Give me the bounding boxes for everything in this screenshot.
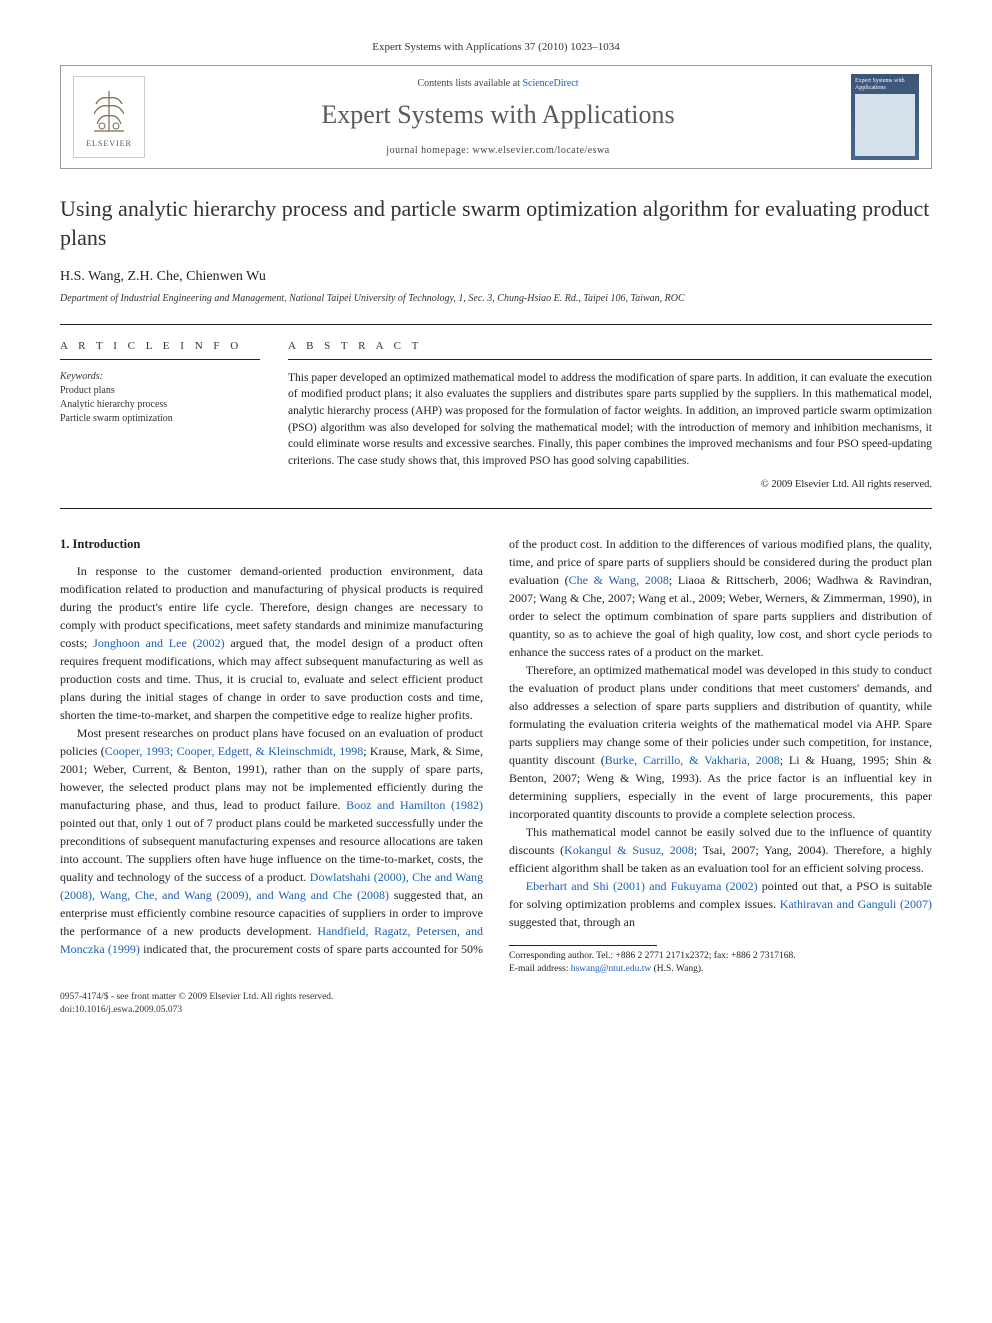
elsevier-logo: ELSEVIER: [73, 76, 145, 158]
abstract-column: A B S T R A C T This paper developed an …: [288, 339, 932, 492]
ref-link[interactable]: Burke, Carrillo, & Vakharia, 2008: [605, 753, 780, 767]
abstract-heading: A B S T R A C T: [288, 339, 932, 359]
keyword: Product plans: [60, 384, 260, 398]
affiliation: Department of Industrial Engineering and…: [60, 292, 932, 306]
keywords-label: Keywords:: [60, 370, 260, 384]
cover-thumb-body: [855, 94, 915, 157]
elsevier-tree-icon: [84, 86, 134, 136]
email-link[interactable]: hswang@ntut.edu.tw: [571, 964, 652, 974]
elsevier-label: ELSEVIER: [86, 138, 132, 149]
authors: H.S. Wang, Z.H. Che, Chienwen Wu: [60, 267, 932, 287]
keyword: Particle swarm optimization: [60, 412, 260, 426]
journal-header: ELSEVIER Contents lists available at Sci…: [60, 65, 932, 169]
ref-link[interactable]: Cooper, 1993; Cooper, Edgett, & Kleinsch…: [105, 744, 364, 758]
contents-prefix: Contents lists available at: [417, 78, 522, 89]
body-columns: 1. Introduction In response to the custo…: [60, 535, 932, 975]
intro-paragraph-4: This mathematical model cannot be easily…: [509, 823, 932, 877]
front-matter: 0957-4174/$ - see front matter © 2009 El…: [60, 991, 333, 1004]
doi: doi:10.1016/j.eswa.2009.05.073: [60, 1004, 333, 1017]
article-info-column: A R T I C L E I N F O Keywords: Product …: [60, 339, 260, 492]
footnote-separator: [509, 945, 657, 946]
intro-paragraph-1: In response to the customer demand-orien…: [60, 562, 483, 724]
email-suffix: (H.S. Wang).: [651, 964, 703, 974]
sciencedirect-link[interactable]: ScienceDirect: [522, 78, 578, 89]
page-footer: 0957-4174/$ - see front matter © 2009 El…: [60, 991, 932, 1018]
journal-cover-thumb: Expert Systems with Applications: [851, 74, 919, 160]
abstract-copyright: © 2009 Elsevier Ltd. All rights reserved…: [288, 478, 932, 493]
p4a: Therefore, an optimized mathematical mod…: [509, 663, 932, 767]
section-1-heading: 1. Introduction: [60, 535, 483, 554]
intro-paragraph-3: Therefore, an optimized mathematical mod…: [509, 661, 932, 823]
homepage-url: www.elsevier.com/locate/eswa: [473, 145, 610, 156]
p6b: suggested that, through an: [509, 915, 635, 929]
intro-paragraph-5: Eberhart and Shi (2001) and Fukuyama (20…: [509, 877, 932, 931]
ref-link[interactable]: Kokangul & Susuz, 2008: [564, 843, 694, 857]
footer-left: 0957-4174/$ - see front matter © 2009 El…: [60, 991, 333, 1018]
corresponding-author-footnote: Corresponding author. Tel.: +886 2 2771 …: [509, 950, 932, 975]
ref-link[interactable]: Eberhart and Shi (2001) and Fukuyama (20…: [526, 879, 758, 893]
article-info-heading: A R T I C L E I N F O: [60, 339, 260, 359]
abstract-text: This paper developed an optimized mathem…: [288, 370, 932, 470]
keyword: Analytic hierarchy process: [60, 398, 260, 412]
homepage-line: journal homepage: www.elsevier.com/locat…: [157, 144, 839, 158]
info-abstract-row: A R T I C L E I N F O Keywords: Product …: [60, 324, 932, 509]
homepage-prefix: journal homepage:: [386, 145, 472, 156]
ref-link[interactable]: Jonghoon and Lee (2002): [93, 636, 224, 650]
ref-link[interactable]: Booz and Hamilton (1982): [346, 798, 483, 812]
cover-thumb-title: Expert Systems with Applications: [855, 78, 915, 91]
article-title: Using analytic hierarchy process and par…: [60, 195, 932, 252]
ref-link[interactable]: Kathiravan and Ganguli (2007): [780, 897, 932, 911]
citation-line: Expert Systems with Applications 37 (201…: [60, 40, 932, 55]
ref-link[interactable]: Che & Wang, 2008: [569, 573, 669, 587]
journal-name: Expert Systems with Applications: [157, 97, 839, 133]
email-label: E-mail address:: [509, 964, 571, 974]
header-center: Contents lists available at ScienceDirec…: [157, 77, 839, 157]
contents-line: Contents lists available at ScienceDirec…: [157, 77, 839, 91]
corr-text: Corresponding author. Tel.: +886 2 2771 …: [509, 951, 796, 961]
